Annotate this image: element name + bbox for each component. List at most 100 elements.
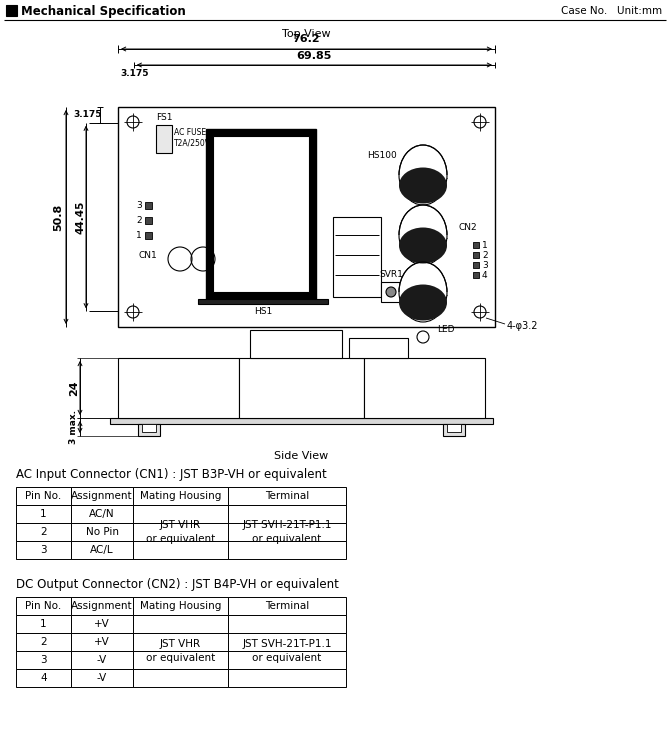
- Text: 4: 4: [40, 673, 47, 683]
- Text: 1: 1: [482, 240, 488, 249]
- Bar: [133, 633, 228, 651]
- Bar: [133, 669, 228, 687]
- Bar: [228, 651, 346, 669]
- Bar: [71, 669, 133, 687]
- Bar: [228, 633, 346, 651]
- Bar: [228, 615, 346, 633]
- Text: 2: 2: [40, 637, 47, 647]
- Bar: [133, 615, 228, 633]
- Text: AC/N: AC/N: [89, 509, 115, 519]
- Bar: [71, 651, 133, 669]
- Text: 1: 1: [40, 619, 47, 629]
- Bar: [16, 669, 71, 687]
- Text: Assignment: Assignment: [71, 491, 133, 501]
- Text: FS1: FS1: [155, 113, 172, 122]
- Bar: [16, 651, 71, 669]
- Text: 2: 2: [40, 527, 47, 537]
- Text: Assignment: Assignment: [71, 601, 133, 611]
- Text: 76.2: 76.2: [293, 34, 320, 44]
- Text: Terminal: Terminal: [265, 601, 309, 611]
- Text: HS100: HS100: [367, 150, 397, 159]
- Text: CN1: CN1: [139, 251, 157, 260]
- Text: Mating Housing: Mating Housing: [140, 491, 221, 501]
- Text: Pin No.: Pin No.: [25, 601, 62, 611]
- Bar: [213, 136, 309, 292]
- Bar: [71, 487, 133, 505]
- Text: Pin No.: Pin No.: [25, 491, 62, 501]
- Bar: [473, 262, 479, 268]
- Text: LED: LED: [437, 324, 454, 333]
- Bar: [16, 523, 71, 541]
- Bar: [228, 487, 346, 505]
- Bar: [6, 5, 17, 16]
- Bar: [71, 541, 133, 559]
- Circle shape: [386, 287, 396, 297]
- Ellipse shape: [399, 167, 447, 204]
- Bar: [228, 669, 346, 687]
- Text: JST SVH-21T-P1.1
or equivalent: JST SVH-21T-P1.1 or equivalent: [243, 639, 332, 663]
- Bar: [473, 272, 479, 278]
- Text: 3: 3: [40, 655, 47, 665]
- Bar: [133, 651, 228, 669]
- Bar: [228, 505, 346, 523]
- Bar: [71, 597, 133, 615]
- Bar: [349, 338, 408, 358]
- Bar: [16, 505, 71, 523]
- Ellipse shape: [399, 228, 447, 263]
- Text: 3: 3: [482, 260, 488, 269]
- Text: Top View: Top View: [282, 29, 331, 39]
- Bar: [133, 523, 228, 541]
- Bar: [16, 541, 71, 559]
- Bar: [145, 202, 152, 209]
- Text: 2: 2: [137, 216, 142, 225]
- Bar: [228, 597, 346, 615]
- Bar: [198, 299, 328, 304]
- Text: 1: 1: [136, 231, 142, 240]
- Bar: [118, 107, 495, 327]
- Text: JST VHR
or equivalent: JST VHR or equivalent: [146, 639, 215, 663]
- Bar: [71, 633, 133, 651]
- Bar: [71, 505, 133, 523]
- Text: HS1: HS1: [254, 307, 272, 316]
- Text: 69.85: 69.85: [297, 51, 332, 61]
- Bar: [16, 633, 71, 651]
- Bar: [364, 358, 485, 418]
- Text: Mating Housing: Mating Housing: [140, 601, 221, 611]
- Text: DC Output Connector (CN2) : JST B4P-VH or equivalent: DC Output Connector (CN2) : JST B4P-VH o…: [16, 578, 339, 591]
- Text: Mechanical Specification: Mechanical Specification: [21, 4, 186, 18]
- Text: 3 max.: 3 max.: [70, 410, 78, 444]
- Text: AC FUSE
T2A/250V: AC FUSE T2A/250V: [174, 128, 211, 147]
- Text: CN2: CN2: [459, 223, 477, 232]
- Text: 3: 3: [40, 545, 47, 555]
- Bar: [133, 541, 228, 559]
- Text: 3.175: 3.175: [74, 110, 103, 119]
- Ellipse shape: [399, 205, 447, 265]
- Text: Side View: Side View: [275, 451, 328, 461]
- Text: No Pin: No Pin: [86, 527, 119, 537]
- Bar: [138, 424, 160, 436]
- Bar: [447, 424, 461, 432]
- Text: 2: 2: [482, 251, 488, 260]
- Text: 3.175: 3.175: [120, 69, 149, 78]
- Ellipse shape: [399, 284, 447, 321]
- Circle shape: [417, 331, 429, 343]
- Text: SVR1: SVR1: [379, 270, 403, 279]
- Bar: [16, 597, 71, 615]
- Bar: [381, 282, 401, 302]
- Ellipse shape: [399, 145, 447, 205]
- Bar: [443, 424, 465, 436]
- Text: 44.45: 44.45: [75, 200, 85, 234]
- Bar: [142, 424, 156, 432]
- Bar: [228, 523, 346, 541]
- Text: 4: 4: [482, 271, 488, 280]
- Text: 3: 3: [136, 201, 142, 210]
- Bar: [133, 487, 228, 505]
- Bar: [71, 615, 133, 633]
- Text: JST SVH-21T-P1.1
or equivalent: JST SVH-21T-P1.1 or equivalent: [243, 520, 332, 544]
- Ellipse shape: [399, 262, 447, 322]
- Text: -V: -V: [97, 673, 107, 683]
- Text: +V: +V: [94, 637, 110, 647]
- Bar: [133, 597, 228, 615]
- Text: JST VHR
or equivalent: JST VHR or equivalent: [146, 520, 215, 544]
- Text: 1: 1: [40, 509, 47, 519]
